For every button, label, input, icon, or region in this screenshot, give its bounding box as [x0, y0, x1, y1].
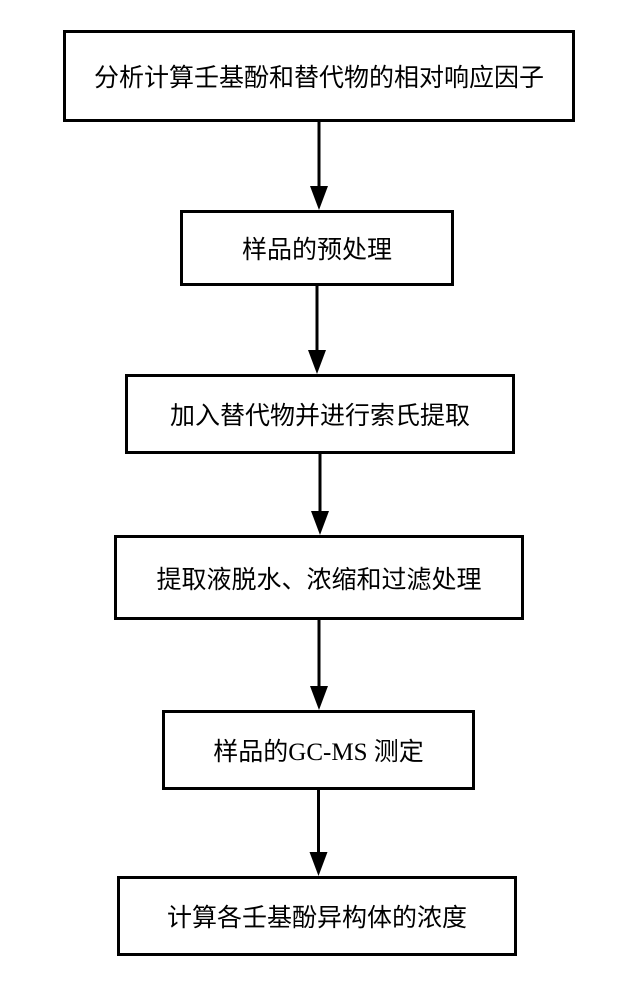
- flowchart-canvas: 分析计算壬基酚和替代物的相对响应因子样品的预处理加入替代物并进行索氏提取提取液脱…: [0, 0, 638, 1000]
- flow-edge-n5-n6: [0, 0, 638, 1000]
